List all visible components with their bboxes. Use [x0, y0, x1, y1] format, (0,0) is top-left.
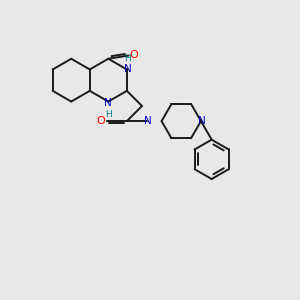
Text: O: O [130, 50, 138, 60]
Text: N: N [144, 116, 152, 126]
Text: O: O [96, 116, 105, 125]
Text: H: H [124, 54, 131, 63]
Text: N: N [104, 98, 112, 108]
Text: N: N [124, 64, 132, 74]
Text: N: N [198, 116, 206, 125]
Text: H: H [105, 110, 112, 118]
